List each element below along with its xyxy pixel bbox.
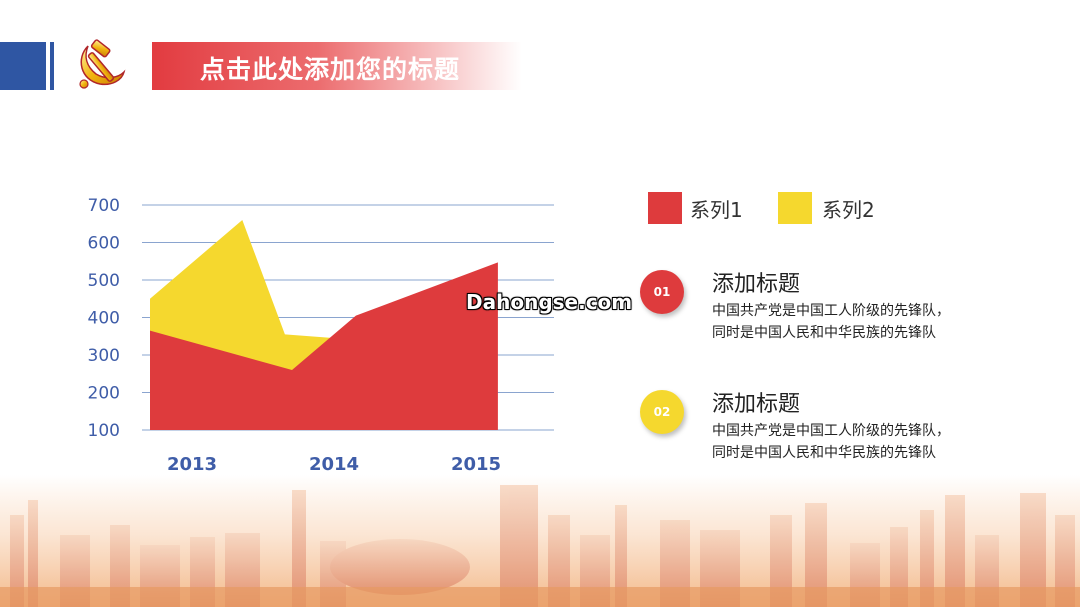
x-category-label: 2013: [167, 454, 217, 475]
item-title[interactable]: 添加标题: [712, 272, 801, 297]
x-category-label: 2015: [451, 454, 501, 475]
y-tick-label: 200: [88, 384, 120, 404]
number-badge: 01: [640, 270, 684, 314]
number-badge: 02: [640, 390, 684, 434]
city-skyline-image: [0, 475, 1080, 607]
item-desc-line: 中国共产党是中国工人阶级的先锋队，: [712, 303, 950, 319]
legend-swatch-series1: [648, 192, 682, 224]
item-desc-line: 中国共产党是中国工人阶级的先锋队，: [712, 423, 950, 439]
header-blue-bar: [50, 42, 54, 90]
page-title[interactable]: 点击此处添加您的标题: [200, 55, 461, 84]
item-desc-line: 同时是中国人民和中华民族的先锋队: [712, 325, 936, 341]
legend-label-series2: 系列2: [822, 198, 875, 222]
list-item: 02 添加标题 中国共产党是中国工人阶级的先锋队， 同时是中国人民和中华民族的先…: [640, 386, 1060, 476]
list-item: 01 添加标题 中国共产党是中国工人阶级的先锋队， 同时是中国人民和中华民族的先…: [640, 266, 1060, 356]
y-tick-label: 100: [88, 421, 120, 441]
y-tick-label: 500: [88, 271, 120, 291]
y-tick-label: 600: [88, 234, 120, 254]
legend-swatch-series2: [778, 192, 812, 224]
hammer-sickle-icon: [79, 39, 126, 89]
title-banner: [152, 42, 522, 90]
x-category-label: 2014: [309, 454, 359, 475]
header-blue-block: [0, 42, 46, 90]
item-title[interactable]: 添加标题: [712, 392, 801, 417]
series1-area: [150, 262, 498, 430]
y-tick-label: 700: [88, 196, 120, 216]
watermark: Dahongse.com: [466, 290, 633, 314]
area-chart: 700 600 500 400 300 200 100 2013 2014 2015: [88, 196, 554, 475]
y-tick-label: 300: [88, 346, 120, 366]
item-description[interactable]: 中国共产党是中国工人阶级的先锋队， 同时是中国人民和中华民族的先锋队: [712, 420, 950, 464]
y-tick-label: 400: [88, 309, 120, 329]
legend-label-series1: 系列1: [690, 198, 743, 222]
item-desc-line: 同时是中国人民和中华民族的先锋队: [712, 445, 936, 461]
item-description[interactable]: 中国共产党是中国工人阶级的先锋队， 同时是中国人民和中华民族的先锋队: [712, 300, 950, 344]
